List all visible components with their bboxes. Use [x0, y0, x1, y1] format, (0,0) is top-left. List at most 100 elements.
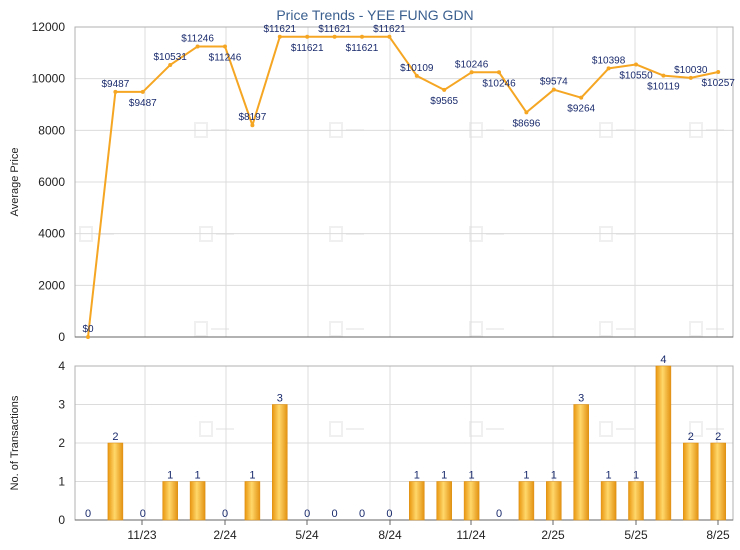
transaction-bar — [189, 481, 206, 521]
transaction-count-label: 1 — [551, 470, 557, 482]
chart-title: Price Trends - YEE FUNG GDN — [276, 7, 473, 23]
price-data-label: $10246 — [455, 59, 489, 70]
watermark-stroke — [689, 321, 703, 337]
watermark-layer — [79, 122, 724, 437]
price-data-label: $11621 — [318, 24, 351, 35]
price-series-line — [87, 35, 719, 338]
transactions-y-tick-label: 2 — [58, 436, 65, 450]
price-point — [360, 34, 364, 39]
transaction-bar — [546, 481, 562, 521]
price-point — [277, 34, 282, 39]
transaction-bar — [710, 442, 726, 521]
transaction-count-label: 2 — [715, 431, 721, 443]
transaction-count-label: 0 — [85, 508, 91, 520]
watermark-stroke — [689, 421, 703, 437]
price-point — [113, 89, 118, 94]
price-point — [497, 70, 501, 75]
price-data-label: $10550 — [619, 70, 653, 81]
transaction-bar — [655, 365, 672, 521]
price-data-label: $10246 — [482, 78, 516, 89]
x-tick-label: 8/24 — [378, 528, 402, 542]
price-point — [414, 73, 419, 78]
price-data-label: $9574 — [540, 77, 568, 88]
x-tick-label: 5/25 — [624, 528, 648, 542]
watermark-mark — [689, 421, 724, 437]
transaction-count-label: 2 — [112, 431, 118, 443]
price-line-chart: 0 2000 4000 6000 8000 10000 12000 Average Price… — [9, 20, 735, 344]
transaction-bar — [463, 481, 480, 521]
price-point — [551, 87, 556, 92]
price-y-axis-title: Average Price — [9, 148, 21, 217]
transaction-bar — [272, 404, 288, 521]
watermark-stroke — [194, 321, 208, 337]
price-data-label: $10030 — [674, 65, 708, 76]
transaction-count-label: 1 — [633, 470, 639, 482]
x-tick-label: 11/23 — [127, 528, 156, 542]
price-point — [634, 62, 638, 67]
price-point — [86, 335, 90, 339]
transaction-count-label: 1 — [414, 470, 420, 482]
watermark-stroke — [469, 421, 483, 437]
price-point — [524, 110, 529, 115]
price-point — [195, 44, 200, 49]
price-data-label: $10531 — [154, 52, 188, 63]
watermark-mark — [599, 321, 634, 337]
x-tick-label: 2/25 — [541, 528, 565, 542]
watermark-mark — [194, 321, 229, 337]
price-y-tick-label: 10000 — [32, 72, 66, 86]
price-point — [250, 123, 255, 128]
transaction-count-label: 0 — [222, 508, 228, 520]
x-tick-label: 8/25 — [706, 528, 730, 542]
watermark-mark — [199, 421, 234, 437]
price-y-tick-label: 12000 — [32, 20, 66, 34]
price-data-label: $11246 — [181, 33, 214, 44]
transaction-bar — [436, 481, 452, 521]
transaction-bar — [573, 404, 589, 521]
x-tick-label: 11/24 — [456, 528, 485, 542]
price-data-label: $8197 — [238, 112, 266, 123]
price-data-label: $11621 — [346, 43, 379, 54]
price-y-tick-label: 8000 — [38, 123, 65, 137]
transaction-count-label: 1 — [469, 470, 475, 482]
watermark-stroke — [329, 321, 343, 337]
price-data-label: $11246 — [209, 52, 242, 63]
transaction-count-label: 0 — [332, 508, 338, 520]
transaction-count-label: 0 — [140, 508, 146, 520]
watermark-stroke — [329, 421, 343, 437]
transactions-y-tick-label: 1 — [58, 475, 65, 489]
x-tick-label: 2/24 — [213, 528, 237, 542]
price-point — [442, 87, 447, 92]
price-data-label: $11621 — [263, 24, 296, 35]
price-data-label: $10398 — [592, 55, 626, 66]
watermark-stroke — [599, 321, 613, 337]
transactions-y-tick-label: 3 — [58, 398, 65, 412]
price-point — [606, 66, 611, 71]
price-data-label: $8696 — [512, 118, 540, 129]
transaction-count-label: 1 — [441, 470, 447, 482]
price-data-label: $10109 — [400, 63, 434, 74]
transactions-y-tick-label: 4 — [58, 359, 65, 373]
transaction-bar — [107, 442, 124, 521]
transactions-y-axis-title: No. of Transactions — [9, 395, 21, 490]
price-data-label: $9487 — [129, 98, 157, 109]
x-tick-label: 5/24 — [295, 528, 319, 542]
transaction-count-label: 1 — [195, 470, 201, 482]
price-y-tick-label: 4000 — [38, 227, 65, 241]
price-y-tick-label: 6000 — [38, 175, 65, 189]
transaction-count-label: 3 — [578, 393, 584, 405]
price-point — [332, 34, 337, 39]
transaction-count-label: 4 — [660, 354, 666, 366]
transaction-count-label: 0 — [359, 508, 365, 520]
transaction-count-label: 0 — [496, 508, 502, 520]
price-data-label: $11621 — [291, 43, 324, 54]
price-data-label: $10257 — [702, 78, 736, 89]
transaction-bar — [683, 442, 699, 521]
price-point — [168, 62, 173, 67]
transaction-count-label: 0 — [386, 508, 392, 520]
price-point — [688, 75, 693, 80]
transaction-count-label: 1 — [167, 470, 173, 482]
price-point — [140, 89, 145, 94]
watermark-stroke — [599, 421, 613, 437]
price-y-tick-label: 2000 — [38, 278, 65, 292]
